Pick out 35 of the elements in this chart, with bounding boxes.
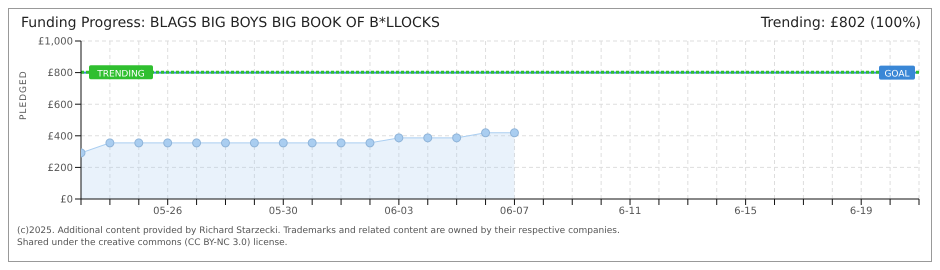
point <box>192 138 202 148</box>
point <box>278 138 288 148</box>
y-axis-title: PLEDGED <box>19 70 30 120</box>
point <box>250 138 259 148</box>
point <box>105 138 114 148</box>
point <box>452 133 462 142</box>
point <box>308 138 317 148</box>
chart-subtitle: Trending: £802 (100%) <box>760 15 921 31</box>
point <box>481 128 490 138</box>
point <box>510 128 519 138</box>
y-tick-label: £0 <box>60 194 73 206</box>
point <box>423 133 432 142</box>
ref-line-label: GOAL <box>884 70 910 80</box>
y-tick-label: £1,000 <box>38 36 73 48</box>
y-tick-label: £200 <box>48 162 73 174</box>
x-tick-label: 06-07 <box>500 206 529 218</box>
x-tick-label: 05-30 <box>268 206 298 218</box>
point <box>394 133 404 142</box>
text: (c)2025. Additional content provided by Richard Starzecki. Trademarks and related content are owned by their respective companies. <box>17 225 621 237</box>
y-tick-label: £800 <box>48 68 73 80</box>
x-tick-label: 6-15 <box>734 206 757 218</box>
x-tick-label: 05-26 <box>153 206 182 218</box>
x-tick-label: 06-03 <box>384 206 414 218</box>
y-tick-label: £400 <box>48 131 73 142</box>
x-tick-label: 6-19 <box>850 206 873 218</box>
chart-title: Funding Progress: BLAGS BIG BOYS BIG BOOK OF B*LLOCKS <box>21 15 440 31</box>
point <box>336 138 346 148</box>
point <box>365 138 374 148</box>
point <box>134 138 144 148</box>
y-tick-label: £600 <box>48 100 73 111</box>
text: Shared under the creative commons (CC BY-NC 3.0) license. <box>17 237 289 249</box>
ref-line-label: TRENDING <box>96 69 145 80</box>
x-tick-label: 6-11 <box>618 206 642 218</box>
point <box>220 138 230 148</box>
point <box>163 138 172 148</box>
